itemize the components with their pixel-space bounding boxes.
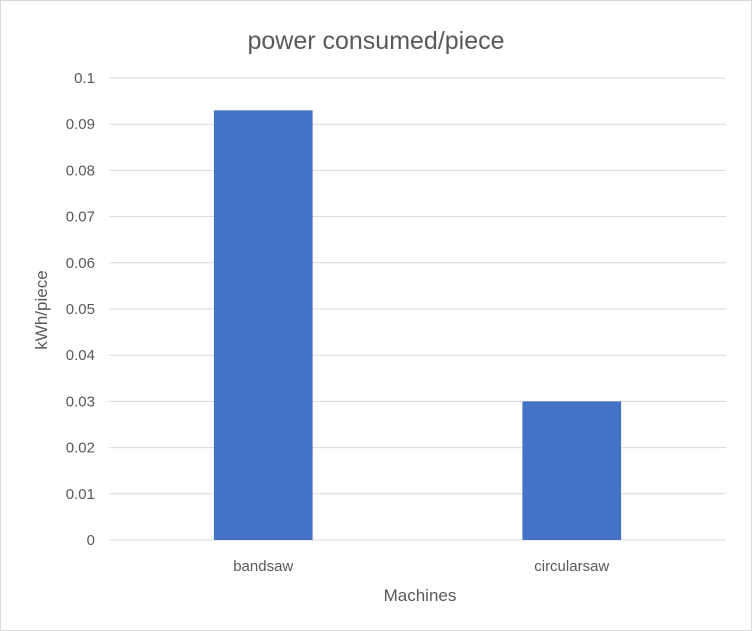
x-tick-label: circularsaw (534, 558, 609, 575)
y-tick-label: 0.05 (66, 301, 95, 318)
y-tick-label: 0.03 (66, 393, 95, 410)
bar-circularsaw (522, 401, 622, 540)
y-tick-label: 0 (87, 532, 95, 549)
y-tick-label: 0.08 (66, 162, 95, 179)
y-tick-label: 0.02 (66, 440, 95, 457)
y-tick-label: 0.09 (66, 116, 95, 133)
x-axis-ticks: bandsaw circularsaw (233, 558, 609, 575)
x-axis-label: Machines (384, 586, 457, 605)
y-axis-label: kWh/piece (32, 270, 51, 349)
y-tick-label: 0.1 (74, 70, 95, 87)
y-tick-label: 0.07 (66, 209, 95, 226)
y-tick-label: 0.04 (66, 347, 95, 364)
bars (213, 110, 622, 540)
y-axis-ticks: 0 0.01 0.02 0.03 0.04 0.05 0.06 0.07 0.08 0.09 0.1 (66, 70, 95, 549)
gridlines (109, 77, 726, 541)
bar-bandsaw (213, 110, 313, 540)
x-tick-label: bandsaw (233, 558, 293, 575)
chart-title: power consumed/piece (247, 27, 504, 55)
y-tick-label: 0.01 (66, 486, 95, 503)
y-tick-label: 0.06 (66, 255, 95, 272)
